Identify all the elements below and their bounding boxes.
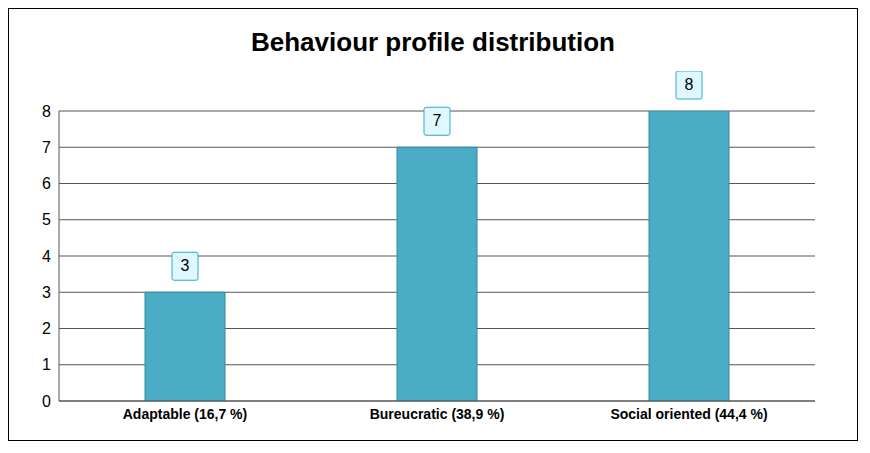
- svg-text:6: 6: [42, 175, 51, 192]
- svg-text:7: 7: [42, 139, 51, 156]
- html-text:Behaviour profile distribution: Behaviour profile distribution: [251, 27, 615, 57]
- svg-text:8: 8: [685, 76, 694, 93]
- svg-text:5: 5: [42, 211, 51, 228]
- svg-text:3: 3: [42, 284, 51, 301]
- svg-text:1: 1: [42, 356, 51, 373]
- svg-text:7: 7: [433, 112, 442, 129]
- svg-text:4: 4: [42, 248, 51, 265]
- svg-text:3: 3: [181, 257, 190, 274]
- svg-text:8: 8: [42, 103, 51, 120]
- svg-text:2: 2: [42, 320, 51, 337]
- svg-text:Social oriented (44,4 %): Social oriented (44,4 %): [610, 406, 767, 422]
- svg-text:Bureucratic (38,9 %): Bureucratic (38,9 %): [370, 406, 505, 422]
- svg-text:0: 0: [42, 393, 51, 410]
- svg-text:Adaptable (16,7 %): Adaptable (16,7 %): [123, 406, 247, 422]
